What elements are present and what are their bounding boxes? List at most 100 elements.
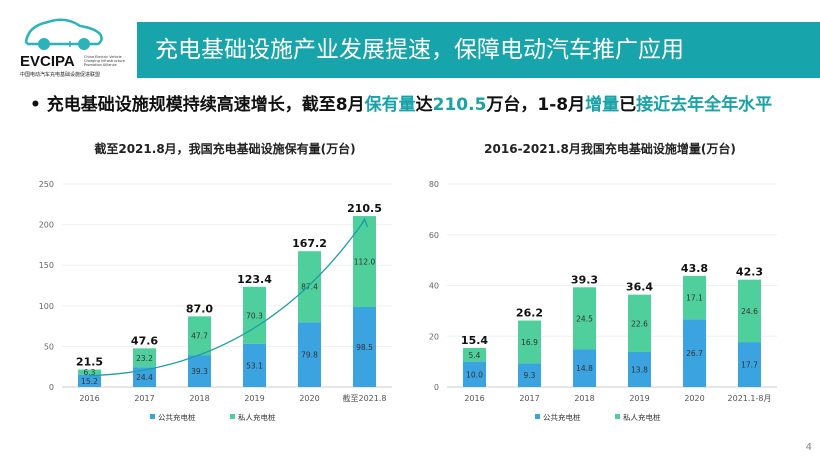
headline-highlight: 接近去年全年水平 — [636, 95, 773, 115]
svg-text:China Electric Vehicle: China Electric Vehicle — [84, 55, 122, 59]
legend-label: 私人充电桩 — [623, 412, 661, 422]
bar-public — [243, 343, 266, 387]
bar-public — [628, 351, 651, 387]
y-tick-label: 20 — [429, 332, 439, 341]
headline-text: 万台，1-8月 — [486, 95, 586, 115]
total-label: 26.2 — [516, 307, 543, 320]
bar-public — [188, 355, 211, 387]
total-label: 87.0 — [186, 302, 213, 315]
stock-chart: 0 50 100 150 200 250 15.26.321.5 2016 24.4 23.2 47… — [39, 180, 392, 422]
bar-public — [298, 322, 321, 387]
bar-private — [573, 287, 596, 350]
y-tick-label: 0 — [434, 383, 439, 392]
bar-value-label: 79.8 — [301, 351, 318, 360]
y-tick-label: 150 — [39, 261, 54, 270]
bar-private — [628, 294, 651, 352]
total-label: 21.5 — [76, 356, 103, 369]
bar-value-label: 112.0 — [354, 258, 376, 267]
title-banner: 充电基础设施产业发展提速，保障电动汽车推广应用 — [137, 22, 820, 78]
bar-private — [738, 279, 761, 343]
x-tick-label: 2016 — [79, 394, 99, 403]
bar-value-label: 24.6 — [741, 307, 758, 316]
legend-swatch — [535, 414, 540, 419]
bar-value-label: 17.1 — [686, 294, 703, 303]
svg-text:Charging Infrastructure: Charging Infrastructure — [84, 59, 125, 63]
chart-title-increment: 2016-2021.8月我国充电基础设施增量(万台) — [484, 142, 736, 156]
bar-private — [78, 369, 101, 375]
bar-value-label: 6.3 — [84, 368, 96, 377]
y-tick-label: 100 — [39, 302, 54, 311]
bar-private — [683, 275, 706, 320]
bar-public — [463, 361, 486, 387]
bar-private — [133, 348, 156, 368]
bar-public — [683, 319, 706, 387]
total-label: 47.6 — [131, 334, 158, 347]
legend-swatch — [150, 414, 155, 419]
x-tick-label: 2021.1-8月 — [728, 394, 772, 403]
headline: • 充电基础设施规模持续高速增长，截至8月保有量达210.5万台，1-8月增量已… — [30, 90, 772, 115]
arrowhead-icon — [359, 217, 369, 228]
total-label: 39.3 — [571, 273, 598, 286]
x-tick-label: 2019 — [629, 394, 649, 403]
total-label: 43.8 — [681, 262, 708, 275]
total-label: 210.5 — [347, 202, 382, 215]
page-title: 充电基础设施产业发展提速，保障电动汽车推广应用 — [155, 37, 684, 63]
bar-value-label: 15.2 — [81, 377, 98, 386]
bar-public — [133, 367, 156, 387]
legend-swatch — [615, 414, 620, 419]
svg-text:Promotion Alliance: Promotion Alliance — [84, 63, 117, 67]
bar-value-label: 10.0 — [466, 370, 483, 379]
y-tick-label: 40 — [429, 282, 439, 291]
evcipa-logo: EVCIPA China Electric Vehicle Charging I… — [20, 18, 125, 78]
bar-private — [518, 320, 541, 364]
headline-text: 达 — [415, 95, 433, 115]
trend-arrow — [89, 219, 366, 377]
chart-title-stock: 截至2021.8月，我国充电基础设施保有量(万台) — [94, 142, 356, 156]
headline-highlight: 210.5 — [432, 95, 487, 115]
bar-public — [738, 342, 761, 387]
bar-value-label: 17.7 — [741, 361, 758, 370]
x-tick-label: 2016 — [464, 394, 484, 403]
legend-label: 公共充电桩 — [543, 412, 581, 422]
total-label: 167.2 — [292, 237, 327, 250]
x-tick-label: 2020 — [684, 394, 704, 403]
bar-value-label: 98.5 — [356, 343, 373, 352]
bar-public — [78, 374, 101, 387]
y-tick-label: 200 — [39, 221, 54, 230]
bar-value-label: 14.8 — [576, 364, 593, 373]
y-tick-label: 250 — [39, 180, 54, 189]
increment-chart: 0 20 40 60 80 10.0 5.4 15.4 2016 9.3 16.9 26.2 2017 1… — [429, 180, 777, 422]
bar-value-label: 47.7 — [191, 332, 208, 341]
legend-label: 私人充电桩 — [238, 412, 276, 422]
bar-private — [463, 347, 486, 362]
total-label: 123.4 — [237, 273, 272, 286]
headline-text: 充电基础设施规模持续高速增长，截至8月 — [46, 95, 365, 115]
bullet: • — [30, 95, 41, 115]
bar-value-label: 13.8 — [631, 365, 648, 374]
x-tick-label: 2018 — [189, 394, 209, 403]
bar-value-label: 23.2 — [136, 354, 153, 363]
logo-text: EVCIPA — [20, 53, 75, 70]
y-tick-label: 80 — [429, 180, 439, 189]
y-tick-label: 0 — [49, 383, 54, 392]
x-tick-label: 截至2021.8 — [343, 393, 387, 403]
x-tick-label: 2018 — [574, 394, 594, 403]
x-tick-label: 2019 — [244, 394, 264, 403]
bar-private — [188, 316, 211, 356]
legend-label: 公共充电桩 — [158, 412, 196, 422]
bar-value-label: 9.3 — [524, 371, 536, 380]
headline-highlight: 增量 — [585, 95, 620, 115]
bar-public — [518, 363, 541, 387]
total-label: 36.4 — [626, 281, 653, 294]
bar-public — [353, 307, 376, 387]
headline-text: 已 — [619, 95, 637, 115]
y-tick-label: 60 — [429, 231, 439, 240]
total-label: 42.3 — [736, 266, 763, 279]
bar-value-label: 16.9 — [521, 338, 538, 347]
bar-value-label: 39.3 — [191, 367, 208, 376]
bar-value-label: 24.4 — [136, 373, 153, 382]
legend-swatch — [230, 414, 235, 419]
logo-subtitle: 中国电动汽车充电基础设施促进联盟 — [20, 71, 100, 78]
bar-value-label: 70.3 — [246, 311, 263, 320]
bar-value-label: 22.6 — [631, 319, 648, 328]
